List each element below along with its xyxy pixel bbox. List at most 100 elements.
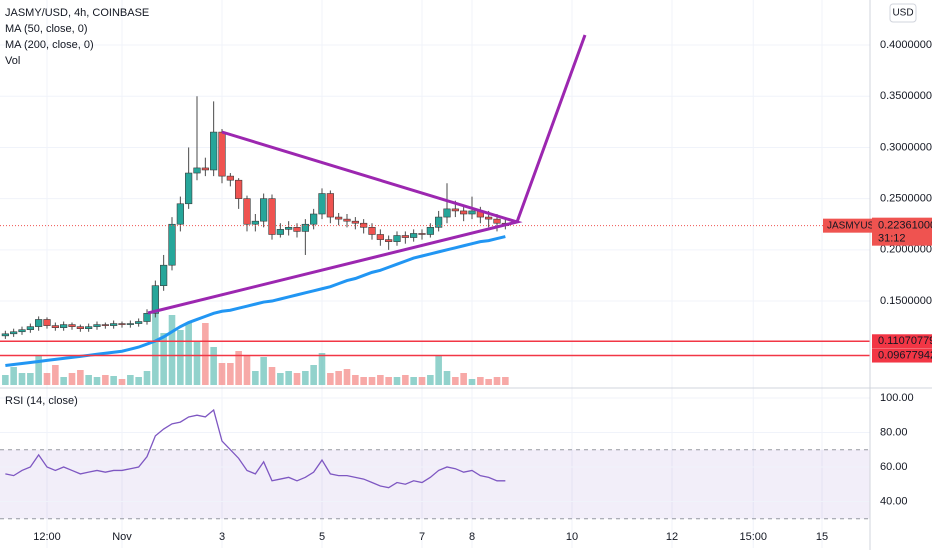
volume-bar <box>102 375 109 385</box>
last-price-box <box>872 217 932 246</box>
candle-body <box>401 235 409 238</box>
volume-bar <box>127 375 134 385</box>
candle-body <box>76 326 84 329</box>
candle-body <box>451 208 459 212</box>
volume-bar <box>210 347 217 385</box>
x-tick-label: 5 <box>319 531 325 543</box>
volume-bar <box>35 355 42 385</box>
volume-bar <box>360 377 367 385</box>
currency-button[interactable] <box>889 3 917 23</box>
candle-body <box>301 223 309 232</box>
candle-body <box>35 319 43 327</box>
candle-body <box>143 313 151 322</box>
volume-bar <box>77 370 84 385</box>
volume-bar <box>343 369 351 385</box>
volume-bar <box>477 377 484 385</box>
volume-bar <box>468 379 476 385</box>
candle-body <box>368 227 376 235</box>
volume-bar <box>427 375 434 385</box>
volume-bar <box>168 315 176 385</box>
volume-bar <box>485 379 492 385</box>
x-tick-label: 12:00 <box>33 531 61 543</box>
volume-bar <box>177 330 184 385</box>
candle-body <box>293 227 301 232</box>
candle-body <box>118 323 126 325</box>
volume-bar <box>352 375 359 385</box>
candle-body <box>1 333 9 337</box>
countdown: 31:12 <box>878 233 906 245</box>
candle-body <box>126 323 134 325</box>
volume-bar <box>85 375 92 385</box>
candle-body <box>385 239 393 242</box>
volume-bar <box>193 341 201 385</box>
candle-body <box>85 326 93 329</box>
candle-body <box>10 331 18 335</box>
volume-bar <box>135 377 142 385</box>
volume-bar <box>418 377 426 385</box>
candle-body <box>51 325 59 328</box>
candle-body <box>43 319 51 326</box>
volume-bar <box>10 367 17 385</box>
volume-bar <box>285 371 292 385</box>
volume-bar <box>452 377 459 385</box>
symbol-tag-box <box>823 218 875 233</box>
grid <box>0 0 870 548</box>
price-label-box <box>872 348 932 363</box>
candle-body <box>318 193 326 215</box>
plot <box>0 96 870 489</box>
candle-body <box>310 213 318 225</box>
volume-bar <box>235 351 242 385</box>
candle-body <box>276 229 284 235</box>
volume-bar <box>243 355 251 385</box>
volume-bar <box>202 323 209 385</box>
candle-body <box>226 175 234 181</box>
x-tick-label: 3 <box>219 531 225 543</box>
candle-body <box>485 216 493 220</box>
candle-body <box>210 131 218 171</box>
x-tick-label: Nov <box>112 531 132 543</box>
rsi-tick-label: 60.00 <box>880 461 908 473</box>
price-label-box <box>872 334 932 349</box>
candle-body <box>251 220 259 225</box>
candle-body <box>193 167 201 174</box>
volume-bar <box>60 377 67 385</box>
indicator-label: Vol <box>5 55 20 67</box>
volume-bar <box>318 353 326 385</box>
candle-body <box>335 216 343 220</box>
volume-bar <box>277 373 284 385</box>
rsi-tick-label: 100.00 <box>880 392 914 404</box>
volume-bar <box>335 371 342 385</box>
projection-drawing <box>515 34 587 223</box>
candle-body <box>268 198 276 235</box>
candle-body <box>218 131 226 177</box>
candle-body <box>18 329 26 333</box>
volume-bar <box>27 373 34 385</box>
price-label: 0.11070779 <box>878 335 932 347</box>
rsi-line <box>5 408 506 489</box>
currency-label[interactable]: USD <box>892 8 913 19</box>
volume-bar <box>93 377 101 385</box>
volume-bar <box>377 375 384 385</box>
rsi-tick-label: 40.00 <box>880 495 908 507</box>
volume-bar <box>443 371 451 385</box>
symbol-tag: JASMYUSD <box>827 220 881 231</box>
volume-bar <box>18 373 26 385</box>
candle-body <box>168 223 176 266</box>
volume-bar <box>327 373 334 385</box>
volume-bar <box>302 371 309 385</box>
candle-body <box>110 323 118 326</box>
candle-body <box>26 326 34 331</box>
candle-body <box>260 198 268 222</box>
candle-body <box>93 324 101 327</box>
candle-body <box>443 208 451 218</box>
volume-bar <box>410 377 417 385</box>
volume-bar <box>368 377 376 385</box>
volume-bar <box>43 373 51 385</box>
last-price-label: 0.22361000 <box>878 220 932 232</box>
candle-body <box>410 233 418 238</box>
indicator-label: MA (50, close, 0) <box>5 23 88 35</box>
